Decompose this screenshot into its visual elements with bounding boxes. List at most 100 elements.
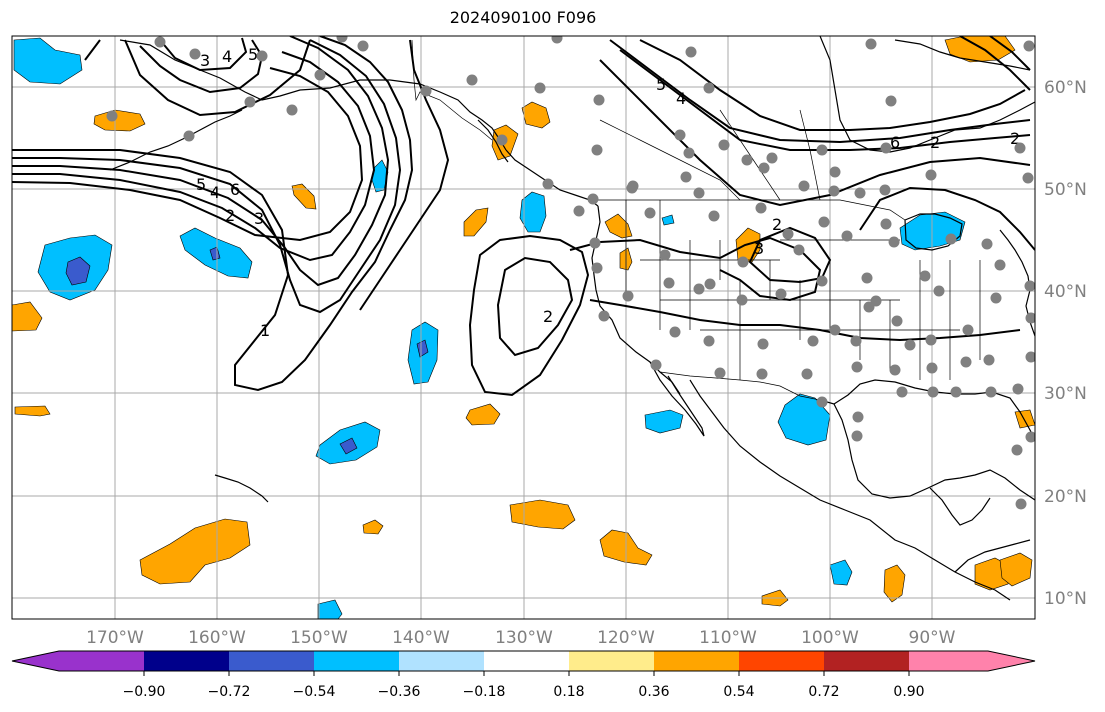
station-dot — [925, 334, 937, 346]
station-dot — [816, 275, 828, 287]
lon-label: 170°W — [86, 628, 144, 648]
station-dot — [885, 95, 897, 107]
station-dot — [336, 36, 348, 43]
strong-negative-anomaly-area — [416, 339, 429, 358]
baja-california — [649, 361, 705, 437]
station-dot — [542, 178, 554, 190]
contour-labels: 5 4 3 4 6 5 2 5 4 6 2 3 1 2 2 3 2 — [196, 45, 1020, 340]
contour-label: 6 — [230, 180, 240, 199]
colorbar-bin — [569, 651, 654, 671]
positive-anomaly-area — [12, 301, 43, 332]
station-dot — [1014, 142, 1026, 154]
station-dot — [841, 230, 853, 242]
station-dot — [683, 147, 695, 159]
contour-pacific-high-inner — [496, 256, 574, 357]
positive-anomaly-area — [521, 101, 551, 129]
strong-negative-anomaly-area — [339, 437, 358, 455]
station-dot — [704, 278, 716, 290]
lat-label: 30°N — [1044, 384, 1087, 404]
station-dot — [1024, 280, 1035, 292]
contour-label: 4 — [676, 89, 686, 108]
station-dot — [927, 386, 939, 398]
contour-label: 3 — [200, 51, 210, 70]
station-dot — [1011, 444, 1023, 456]
station-dot — [861, 272, 873, 284]
station-dot — [256, 50, 268, 62]
station-dot — [757, 338, 769, 350]
station-dot — [420, 85, 432, 97]
contour-2 — [12, 39, 402, 314]
station-dot — [703, 82, 715, 94]
contour-central-low — [748, 226, 832, 284]
station-dot — [793, 244, 805, 256]
colorbar-tick-label: −0.90 — [123, 684, 166, 700]
lon-label: 140°W — [392, 628, 450, 648]
station-dot — [669, 326, 681, 338]
arctic-islands — [894, 39, 1031, 71]
negative-anomaly-area — [661, 214, 675, 226]
station-dot — [758, 162, 770, 174]
station-dot — [807, 335, 819, 347]
hawaii-islands — [214, 474, 269, 503]
lon-label: 150°W — [290, 628, 348, 648]
station-dot — [357, 40, 369, 52]
station-dot — [983, 354, 995, 366]
station-dot — [1025, 312, 1035, 324]
station-dot — [990, 292, 1002, 304]
colorbar-tick-label: 0.18 — [553, 684, 584, 700]
station-dot — [496, 134, 508, 146]
station-dot — [314, 69, 326, 81]
height-contours — [12, 36, 1035, 397]
station-dot — [880, 142, 892, 154]
positive-anomaly-area — [1014, 409, 1035, 429]
station-dot — [870, 295, 882, 307]
station-dot — [889, 364, 901, 376]
contour-label: 2 — [225, 206, 235, 225]
colorbar-max-extension — [988, 651, 1035, 671]
latitude-labels: 60°N 50°N 40°N 30°N 20°N 10°N — [1044, 78, 1087, 609]
contour-3 — [12, 36, 390, 287]
station-dot — [663, 277, 675, 289]
station-dot — [244, 96, 256, 108]
station-dot — [801, 368, 813, 380]
station-dot — [736, 294, 748, 306]
contour-gulf-alaska — [359, 39, 450, 311]
station-dot — [598, 310, 610, 322]
station-dot — [189, 48, 201, 60]
central-america — [954, 539, 1031, 573]
negative-anomaly-area — [519, 191, 547, 233]
contour-label: 5 — [196, 175, 206, 194]
station-dot — [904, 339, 916, 351]
station-dot — [106, 110, 118, 122]
station-dot — [782, 228, 794, 240]
colorbar: −0.90 −0.72 −0.54 −0.36 −0.18 0.18 0.36 … — [11, 650, 1036, 700]
station-dot — [708, 210, 720, 222]
station-dot — [593, 94, 605, 106]
station-dot — [680, 171, 692, 183]
station-dot — [888, 236, 900, 248]
graticule — [12, 36, 1035, 619]
positive-anomaly-area — [999, 552, 1033, 587]
lon-label: 120°W — [597, 628, 655, 648]
station-dot — [1025, 351, 1035, 363]
negative-anomaly-area — [777, 393, 831, 446]
station-dot — [851, 361, 863, 373]
strong-negative-anomaly-area — [65, 256, 91, 286]
lon-label: 110°W — [699, 628, 757, 648]
station-dot — [659, 249, 671, 261]
station-dot — [854, 187, 866, 199]
contour-label: 2 — [930, 133, 940, 152]
station-dot — [693, 283, 705, 295]
station-dot — [851, 430, 863, 442]
contour-north-1 — [639, 39, 1026, 131]
negative-anomaly-area — [829, 559, 853, 586]
yucatan — [929, 487, 991, 526]
station-dot — [685, 46, 697, 58]
station-dot — [1015, 498, 1027, 510]
station-dot — [674, 129, 686, 141]
station-dot — [737, 256, 749, 268]
positive-anomaly-area — [362, 519, 384, 535]
station-dot — [798, 180, 810, 192]
great-lakes — [904, 213, 963, 251]
contour-4 — [12, 51, 376, 262]
